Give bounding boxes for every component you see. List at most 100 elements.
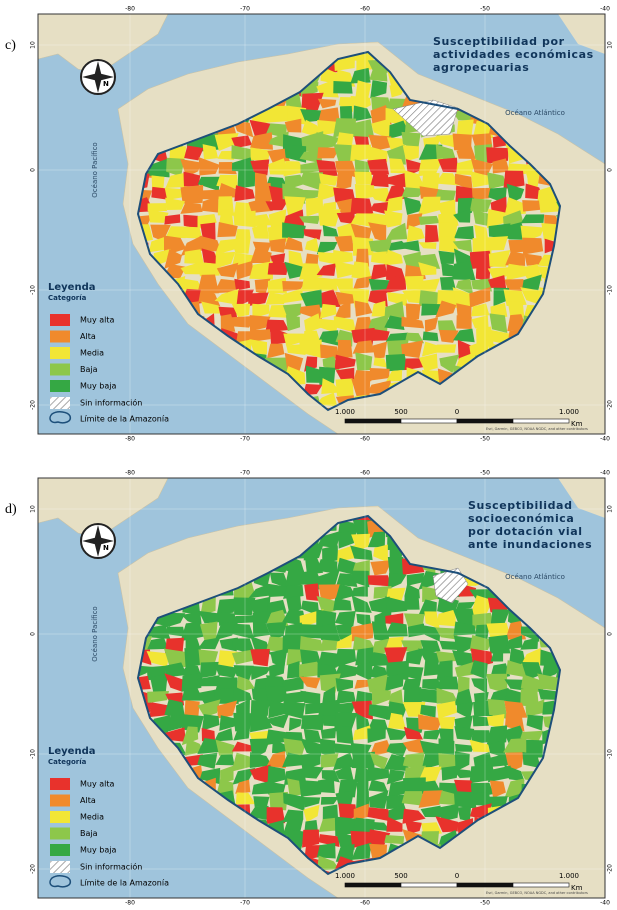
lon-label: -50 — [480, 900, 490, 907]
scale-label: 500 — [394, 408, 407, 416]
legend-swatch — [50, 347, 70, 359]
legend-swatch — [50, 330, 70, 343]
map-title: Susceptibilidad — [468, 499, 573, 512]
legend-swatch — [50, 827, 70, 840]
legend-subtitle: Categoría — [48, 294, 87, 302]
lon-label: -80 — [125, 470, 135, 477]
amazon-boundary — [136, 50, 562, 412]
lat-label: 10 — [607, 505, 614, 513]
lon-label: -50 — [480, 436, 490, 443]
scale-bar — [400, 882, 458, 888]
legend-swatch — [49, 411, 72, 424]
lon-label: -70 — [240, 436, 250, 443]
lon-label: -60 — [360, 6, 370, 13]
scale-label: 500 — [394, 872, 407, 880]
panel-label: c) — [5, 38, 16, 53]
scale-bar — [400, 418, 458, 424]
compass-label: N — [103, 544, 109, 552]
legend-swatch — [50, 314, 70, 326]
lat-label: -20 — [30, 864, 37, 874]
legend-label: Muy baja — [80, 382, 116, 391]
lon-label: -40 — [600, 436, 610, 443]
map-body — [38, 478, 605, 898]
scale-bar — [512, 882, 570, 888]
legend-label: Límite de la Amazonía — [80, 879, 169, 888]
scale-label: 1.000 — [335, 408, 355, 416]
lat-label: 0 — [30, 632, 37, 636]
legend-label: Muy alta — [80, 316, 115, 325]
legend-swatch — [49, 875, 72, 888]
scale-bar — [344, 882, 402, 888]
compass-rose — [82, 525, 114, 557]
scale-bar — [512, 418, 570, 424]
no-data-area — [432, 567, 469, 604]
legend-label: Baja — [80, 365, 98, 374]
map-panel: -80 -80 -70 -70 -60 -60 -50 -50 -40 -40 10 10 0 0 -10 -… — [30, 470, 614, 907]
attribution: Esri, Garmin, GEBCO, NOAA NGDC, and othe… — [486, 891, 588, 895]
map-title: por dotación vial — [468, 525, 583, 538]
scale-bar — [344, 418, 402, 424]
lat-label: 0 — [607, 632, 614, 636]
legend-label: Sin información — [80, 862, 142, 872]
legend-title: Leyenda — [48, 282, 95, 293]
lat-label: -20 — [607, 864, 614, 874]
legend-swatch — [50, 811, 70, 823]
legend-swatch — [50, 397, 70, 409]
lat-label: -20 — [30, 400, 37, 410]
lat-label: -10 — [607, 285, 614, 295]
land — [558, 14, 605, 54]
lat-label: -10 — [30, 749, 37, 759]
ocean-label: Océano Pacífico — [91, 142, 99, 197]
lon-label: -50 — [480, 470, 490, 477]
lon-label: -80 — [125, 6, 135, 13]
map-title: socioeconómica — [468, 512, 574, 525]
legend-swatch — [50, 844, 70, 856]
legend-label: Muy alta — [80, 780, 115, 789]
legend-label: Baja — [80, 829, 98, 838]
legend-label: Alta — [80, 796, 96, 805]
map-body — [38, 14, 605, 434]
map-frame — [37, 13, 606, 435]
ocean-label: Océano Atlántico — [505, 109, 565, 117]
legend-title: Leyenda — [48, 746, 95, 757]
map-title: agropecuarias — [433, 61, 529, 74]
legend-swatch — [50, 363, 70, 376]
legend-swatch — [50, 861, 70, 873]
lat-label: 10 — [30, 41, 37, 49]
attribution: Esri, Garmin, GEBCO, NOAA NGDC, and othe… — [486, 427, 588, 431]
amazon-boundary — [136, 514, 562, 876]
scale-unit: Km — [571, 884, 583, 892]
scale-label: 1.000 — [559, 408, 579, 416]
legend-subtitle: Categoría — [48, 758, 87, 766]
lat-label: 10 — [30, 505, 37, 513]
lon-label: -70 — [240, 900, 250, 907]
lon-label: -60 — [360, 470, 370, 477]
lon-label: -60 — [360, 900, 370, 907]
compass-rose — [82, 61, 114, 93]
ocean-label: Océano Pacífico — [91, 606, 99, 661]
lon-label: -60 — [360, 436, 370, 443]
scale-label: 1.000 — [335, 872, 355, 880]
legend-label: Límite de la Amazonía — [80, 415, 169, 424]
scale-label: 0 — [455, 408, 459, 416]
no-data-area — [392, 99, 459, 137]
lat-label: -10 — [30, 285, 37, 295]
lat-label: 0 — [607, 168, 614, 172]
legend-label: Muy baja — [80, 846, 116, 855]
scale-bar — [456, 418, 514, 424]
lat-label: 0 — [30, 168, 37, 172]
legend-swatch — [50, 380, 70, 392]
legend-label: Sin información — [80, 398, 142, 408]
scale-unit: Km — [571, 420, 583, 428]
lon-label: -70 — [240, 6, 250, 13]
lon-label: -50 — [480, 6, 490, 13]
land — [558, 478, 605, 518]
legend-label: Media — [80, 813, 104, 822]
lon-label: -40 — [600, 470, 610, 477]
scale-label: 0 — [455, 872, 459, 880]
lat-label: -10 — [607, 749, 614, 759]
